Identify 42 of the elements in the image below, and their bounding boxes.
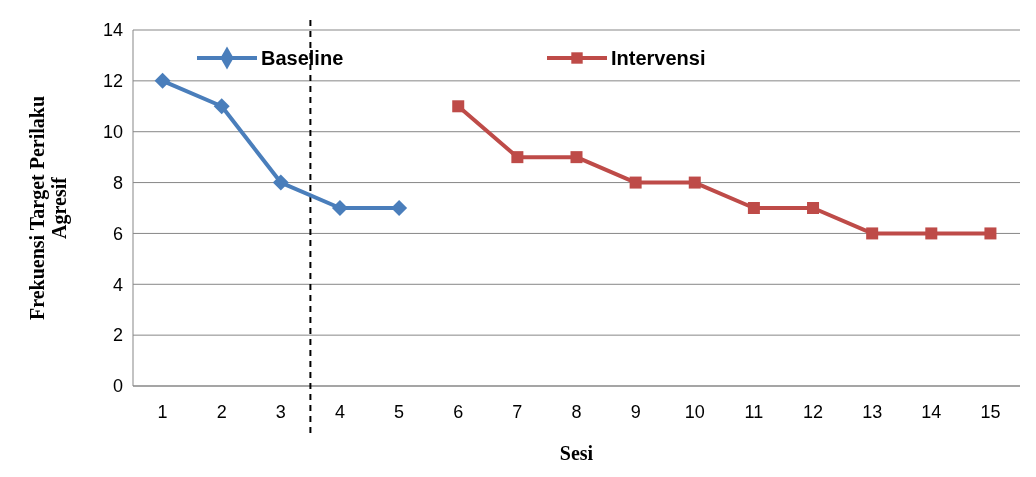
x-tick-label: 8 xyxy=(571,402,582,422)
x-axis-title: Sesi xyxy=(559,442,594,464)
point xyxy=(807,202,820,214)
point xyxy=(154,72,171,89)
x-tick-label: 4 xyxy=(334,402,345,422)
x-tick-label: 5 xyxy=(394,402,405,422)
point xyxy=(452,100,465,113)
point xyxy=(511,151,524,164)
x-tick-label: 1 xyxy=(157,402,168,422)
y-tick-label: 14 xyxy=(102,20,123,41)
point xyxy=(570,151,583,164)
x-tick-label: 3 xyxy=(275,402,286,422)
legend-label: Baseline xyxy=(261,47,344,69)
y-tick-label: 10 xyxy=(102,122,123,143)
x-tick-label: 11 xyxy=(744,402,764,422)
x-tick-label: 10 xyxy=(684,402,705,422)
y-tick-label: 0 xyxy=(112,376,123,397)
point xyxy=(213,98,230,115)
point xyxy=(331,200,348,216)
point xyxy=(629,176,642,189)
point xyxy=(391,200,408,216)
point xyxy=(866,227,879,240)
x-tick-label: 12 xyxy=(803,402,824,422)
x-tick-label: 7 xyxy=(512,402,523,422)
point xyxy=(688,176,701,189)
point xyxy=(747,202,760,214)
x-tick-label: 15 xyxy=(980,402,1001,422)
y-tick-label: 4 xyxy=(112,274,123,295)
y-tick-label: 12 xyxy=(102,71,123,92)
x-tick-label: 2 xyxy=(216,402,227,422)
x-tick-label: 6 xyxy=(453,402,464,422)
point xyxy=(272,174,289,191)
legend-label: Intervensi xyxy=(611,47,706,69)
y-axis-title: Frekuensi Target Perilaku Agresif xyxy=(26,95,71,321)
x-tick-label: 14 xyxy=(921,402,942,422)
y-tick-label: 8 xyxy=(112,172,123,193)
y-tick-label: 2 xyxy=(112,325,123,346)
y-tick-label: 6 xyxy=(112,223,123,244)
point xyxy=(925,227,938,240)
x-tick-label: 13 xyxy=(862,402,883,422)
point xyxy=(984,227,997,240)
x-tick-label: 9 xyxy=(630,402,641,422)
